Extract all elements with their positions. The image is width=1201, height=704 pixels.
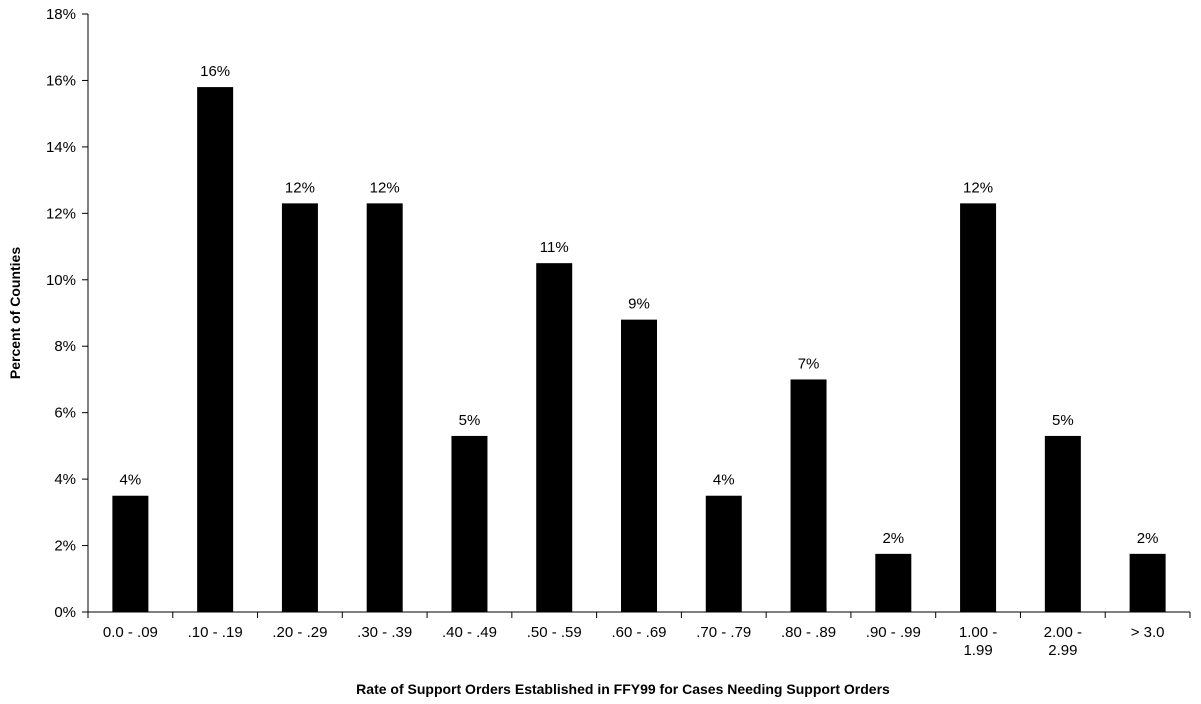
x-tick-label: .50 - .59 [527, 624, 582, 641]
y-tick-label: 2% [54, 538, 76, 555]
x-tick-label: .30 - .39 [357, 624, 412, 641]
data-labels: 4% 16% 12% 12% 5% 11% 9% 4% 7% 2% 12% 5% 2% [120, 63, 1159, 547]
data-label: 12% [963, 179, 993, 196]
bars [112, 87, 1166, 613]
data-label: 11% [540, 239, 569, 256]
data-label: 2% [882, 530, 904, 547]
bar [621, 319, 657, 612]
y-axis: 0% 2% 4% 6% 8% 10% 12% 14% 16% 18% [46, 6, 89, 621]
bar [366, 203, 403, 612]
bar [960, 203, 997, 612]
y-tick-label: 8% [54, 338, 76, 355]
x-tick-label: 2.00 -2.99 [1044, 624, 1082, 659]
bar [281, 203, 318, 612]
data-label: 16% [200, 63, 230, 80]
x-axis: 0.0 - .09 .10 - .19 .20 - .29 .30 - .39 .40 … [87, 611, 1191, 659]
data-label: 7% [798, 355, 820, 372]
data-label: 4% [713, 472, 735, 489]
y-tick-label: 16% [46, 72, 76, 89]
x-tick-label: .90 - .99 [866, 624, 921, 641]
x-tick-label: .70 - .79 [696, 624, 751, 641]
x-tick-label: 0.0 - .09 [103, 624, 158, 641]
bar [451, 435, 488, 612]
data-label: 12% [285, 179, 315, 196]
bar [1044, 435, 1081, 612]
y-tick-label: 12% [46, 205, 76, 222]
bar [875, 553, 912, 612]
bar [536, 263, 573, 612]
x-tick-label: 1.00 -1.99 [959, 624, 997, 659]
y-tick-label: 10% [46, 272, 76, 289]
bar [197, 87, 234, 613]
y-axis-title: Percent of Counties [7, 247, 23, 379]
x-tick-label: .10 - .19 [188, 624, 243, 641]
x-tick-label: .20 - .29 [272, 624, 327, 641]
y-tick-label: 4% [54, 471, 76, 488]
x-tick-label: .40 - .49 [442, 624, 497, 641]
x-tick-label: .80 - .89 [781, 624, 836, 641]
data-label: 5% [459, 412, 481, 429]
y-tick-label: 0% [54, 604, 76, 621]
y-tick-label: 18% [46, 6, 76, 23]
data-label: 9% [628, 296, 650, 313]
y-tick-label: 14% [46, 139, 76, 156]
bar [1129, 553, 1166, 612]
data-label: 2% [1137, 530, 1159, 547]
x-axis-title: Rate of Support Orders Established in FF… [356, 681, 890, 697]
y-tick-label: 6% [54, 405, 76, 422]
bar [705, 495, 742, 612]
data-label: 4% [120, 472, 142, 489]
x-tick-label: > 3.0 [1131, 624, 1165, 641]
bar [790, 379, 827, 612]
data-label: 12% [370, 179, 400, 196]
data-label: 5% [1052, 412, 1074, 429]
bar [112, 495, 149, 612]
x-tick-label: .60 - .69 [611, 624, 666, 641]
